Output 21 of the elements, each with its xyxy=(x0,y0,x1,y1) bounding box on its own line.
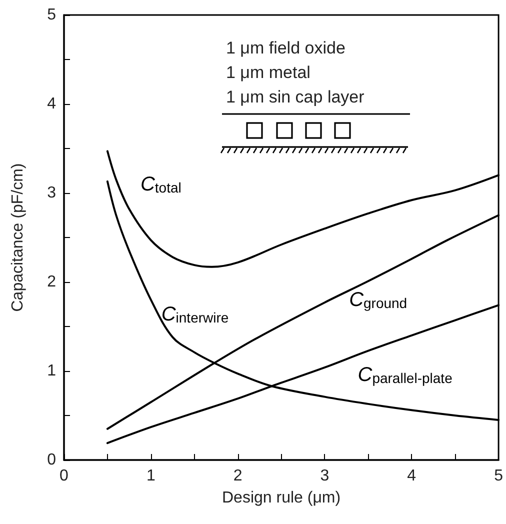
y-axis-title: Capacitance (pF/cm) xyxy=(10,163,26,312)
x-tick-label: 2 xyxy=(233,468,242,484)
y-tick-label: 1 xyxy=(47,362,56,380)
y-tick-label: 3 xyxy=(47,184,56,202)
annotation: 1 μm metal xyxy=(226,63,310,82)
x-tick-label: 5 xyxy=(494,468,504,484)
x-tick-label: 1 xyxy=(146,468,156,484)
y-tick-label: 2 xyxy=(47,274,56,290)
series-label: Cparallel-plate xyxy=(358,364,453,386)
annotation: 1 μm field oxide xyxy=(226,38,346,58)
x-axis-title: Design rule (μm) xyxy=(222,490,341,506)
x-tick-label: 4 xyxy=(407,468,416,484)
series-label: Cground xyxy=(349,289,408,312)
y-tick-label: 4 xyxy=(47,96,56,112)
series-label: Ctotal xyxy=(140,173,182,196)
y-tick-label: 5 xyxy=(47,6,56,24)
x-tick-label: 3 xyxy=(320,468,330,484)
y-tick-label: 0 xyxy=(47,452,56,468)
x-tick-label: 0 xyxy=(60,468,69,484)
annotation: 1 μm sin cap layer xyxy=(226,88,365,106)
series-label: Cinterwire xyxy=(161,303,229,326)
